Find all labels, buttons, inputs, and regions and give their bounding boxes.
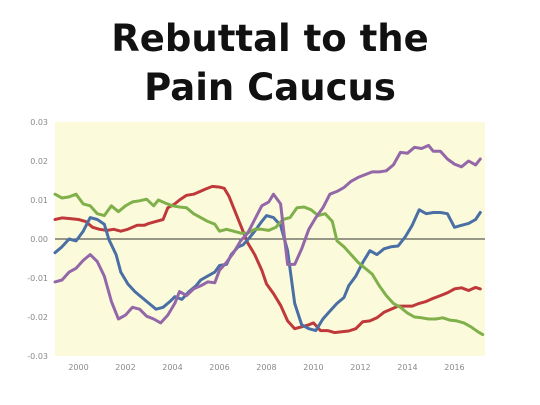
series-line-4	[53, 143, 482, 325]
y-tick-label: -0.01	[27, 274, 48, 283]
x-tick-label: 2012	[350, 363, 370, 372]
slide-title: Rebuttal to the Pain Caucus	[0, 14, 540, 112]
x-tick-label: 2010	[303, 363, 323, 372]
series-line-1	[53, 184, 482, 335]
x-tick-label: 2002	[115, 363, 135, 372]
y-tick-label: 0.02	[30, 157, 48, 166]
series-line-3	[53, 192, 485, 337]
y-tick-label: 0.03	[30, 118, 48, 127]
x-tick-label: 2004	[162, 363, 182, 372]
slide-title-line-1: Rebuttal to the	[111, 17, 429, 60]
series-lines	[53, 143, 485, 337]
x-tick-label: 2008	[256, 363, 276, 372]
series-line-2	[53, 208, 482, 333]
x-axis-tick-labels: 2000 2002 2004 2006 2008 2010 2012 2014 2016	[68, 363, 464, 372]
y-tick-label: 0.01	[30, 196, 48, 205]
y-axis-tick-labels: 0.03 0.02 0.01 0.00 -0.01 -0.02 -0.03	[27, 118, 48, 361]
x-tick-label: 2014	[397, 363, 417, 372]
slide-title-line-2: Pain Caucus	[144, 66, 396, 109]
x-tick-label: 2000	[68, 363, 88, 372]
x-tick-label: 2016	[444, 363, 464, 372]
y-tick-label: -0.03	[27, 352, 48, 361]
y-tick-label: 0.00	[30, 235, 48, 244]
y-tick-label: -0.02	[27, 313, 48, 322]
x-tick-label: 2006	[209, 363, 229, 372]
